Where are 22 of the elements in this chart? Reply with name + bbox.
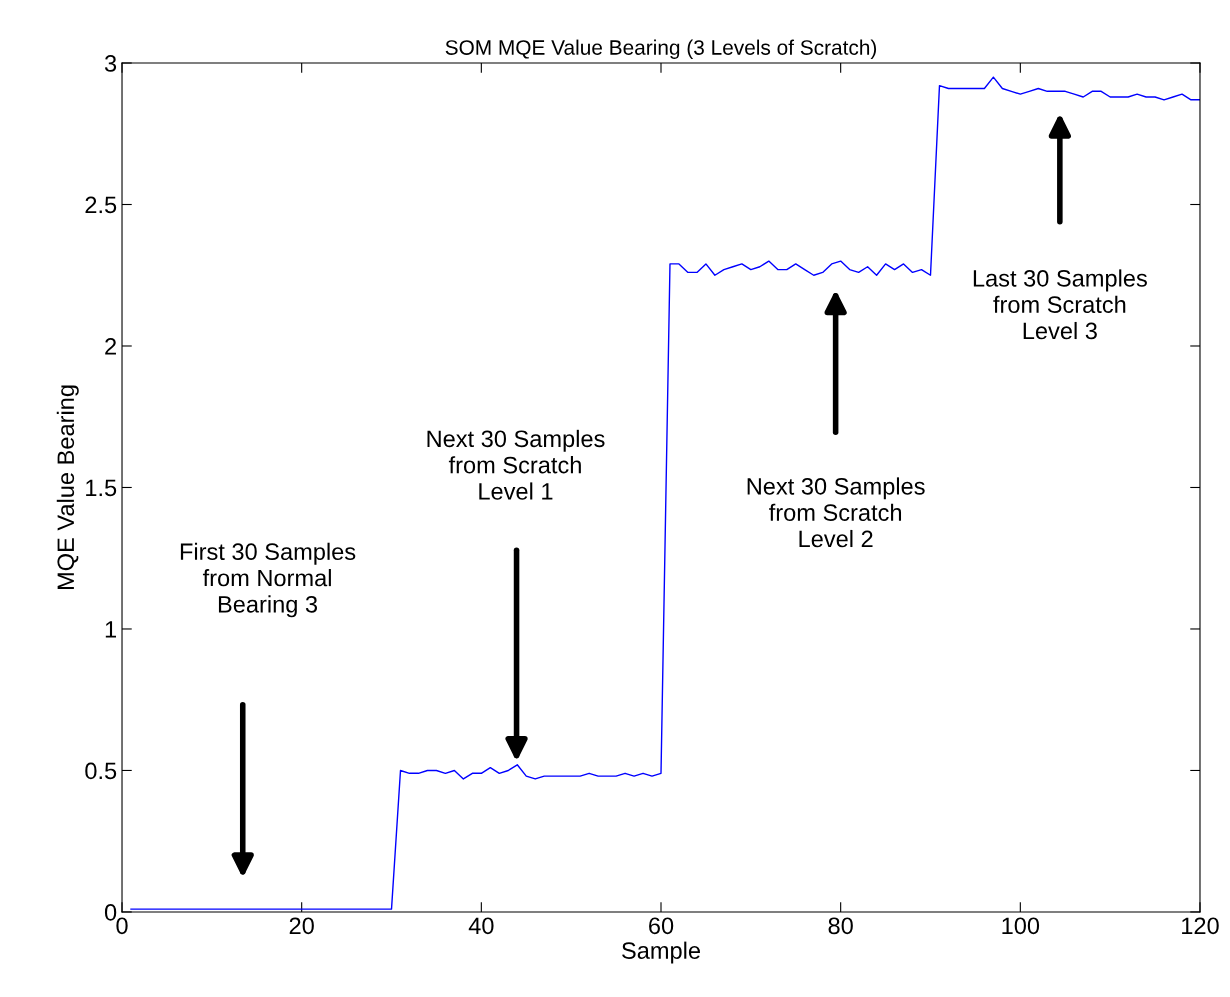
annotation: Next 30 Samples from Scratch Level 1 <box>427 429 605 500</box>
annotation: First 30 Samples from Normal Bearing 3 <box>180 542 356 618</box>
y-tick-label: 1.5 <box>86 479 117 497</box>
x-tick-label: 60 <box>649 917 674 935</box>
y-tick-label: 3 <box>104 55 117 72</box>
x-tick-label: 80 <box>828 917 853 935</box>
y-tick-label: 2 <box>105 338 116 355</box>
line-series <box>130 76 1200 910</box>
annotation: Last 30 Samples from Scratch Level 3 <box>973 269 1147 340</box>
annotation: Next 30 Samples from Scratch Level 2 <box>747 477 925 548</box>
y-tick-label: 1 <box>105 621 116 638</box>
y-axis-title: MQE Value Bearing <box>56 385 79 590</box>
y-tick-label: 0 <box>104 904 117 921</box>
x-tick-label: 100 <box>1002 917 1040 935</box>
x-tick-label: 0 <box>116 917 128 935</box>
x-tick-label: 120 <box>1182 917 1219 935</box>
x-tick-label: 40 <box>468 917 494 935</box>
y-tick-label: 0.5 <box>85 762 117 780</box>
y-tick-label: 2.5 <box>85 196 117 214</box>
x-tick-label: 20 <box>289 917 314 935</box>
x-axis-title: Sample <box>622 941 700 964</box>
chart-title: SOM MQE Value Bearing (3 Levels of Scratch) <box>445 39 877 59</box>
